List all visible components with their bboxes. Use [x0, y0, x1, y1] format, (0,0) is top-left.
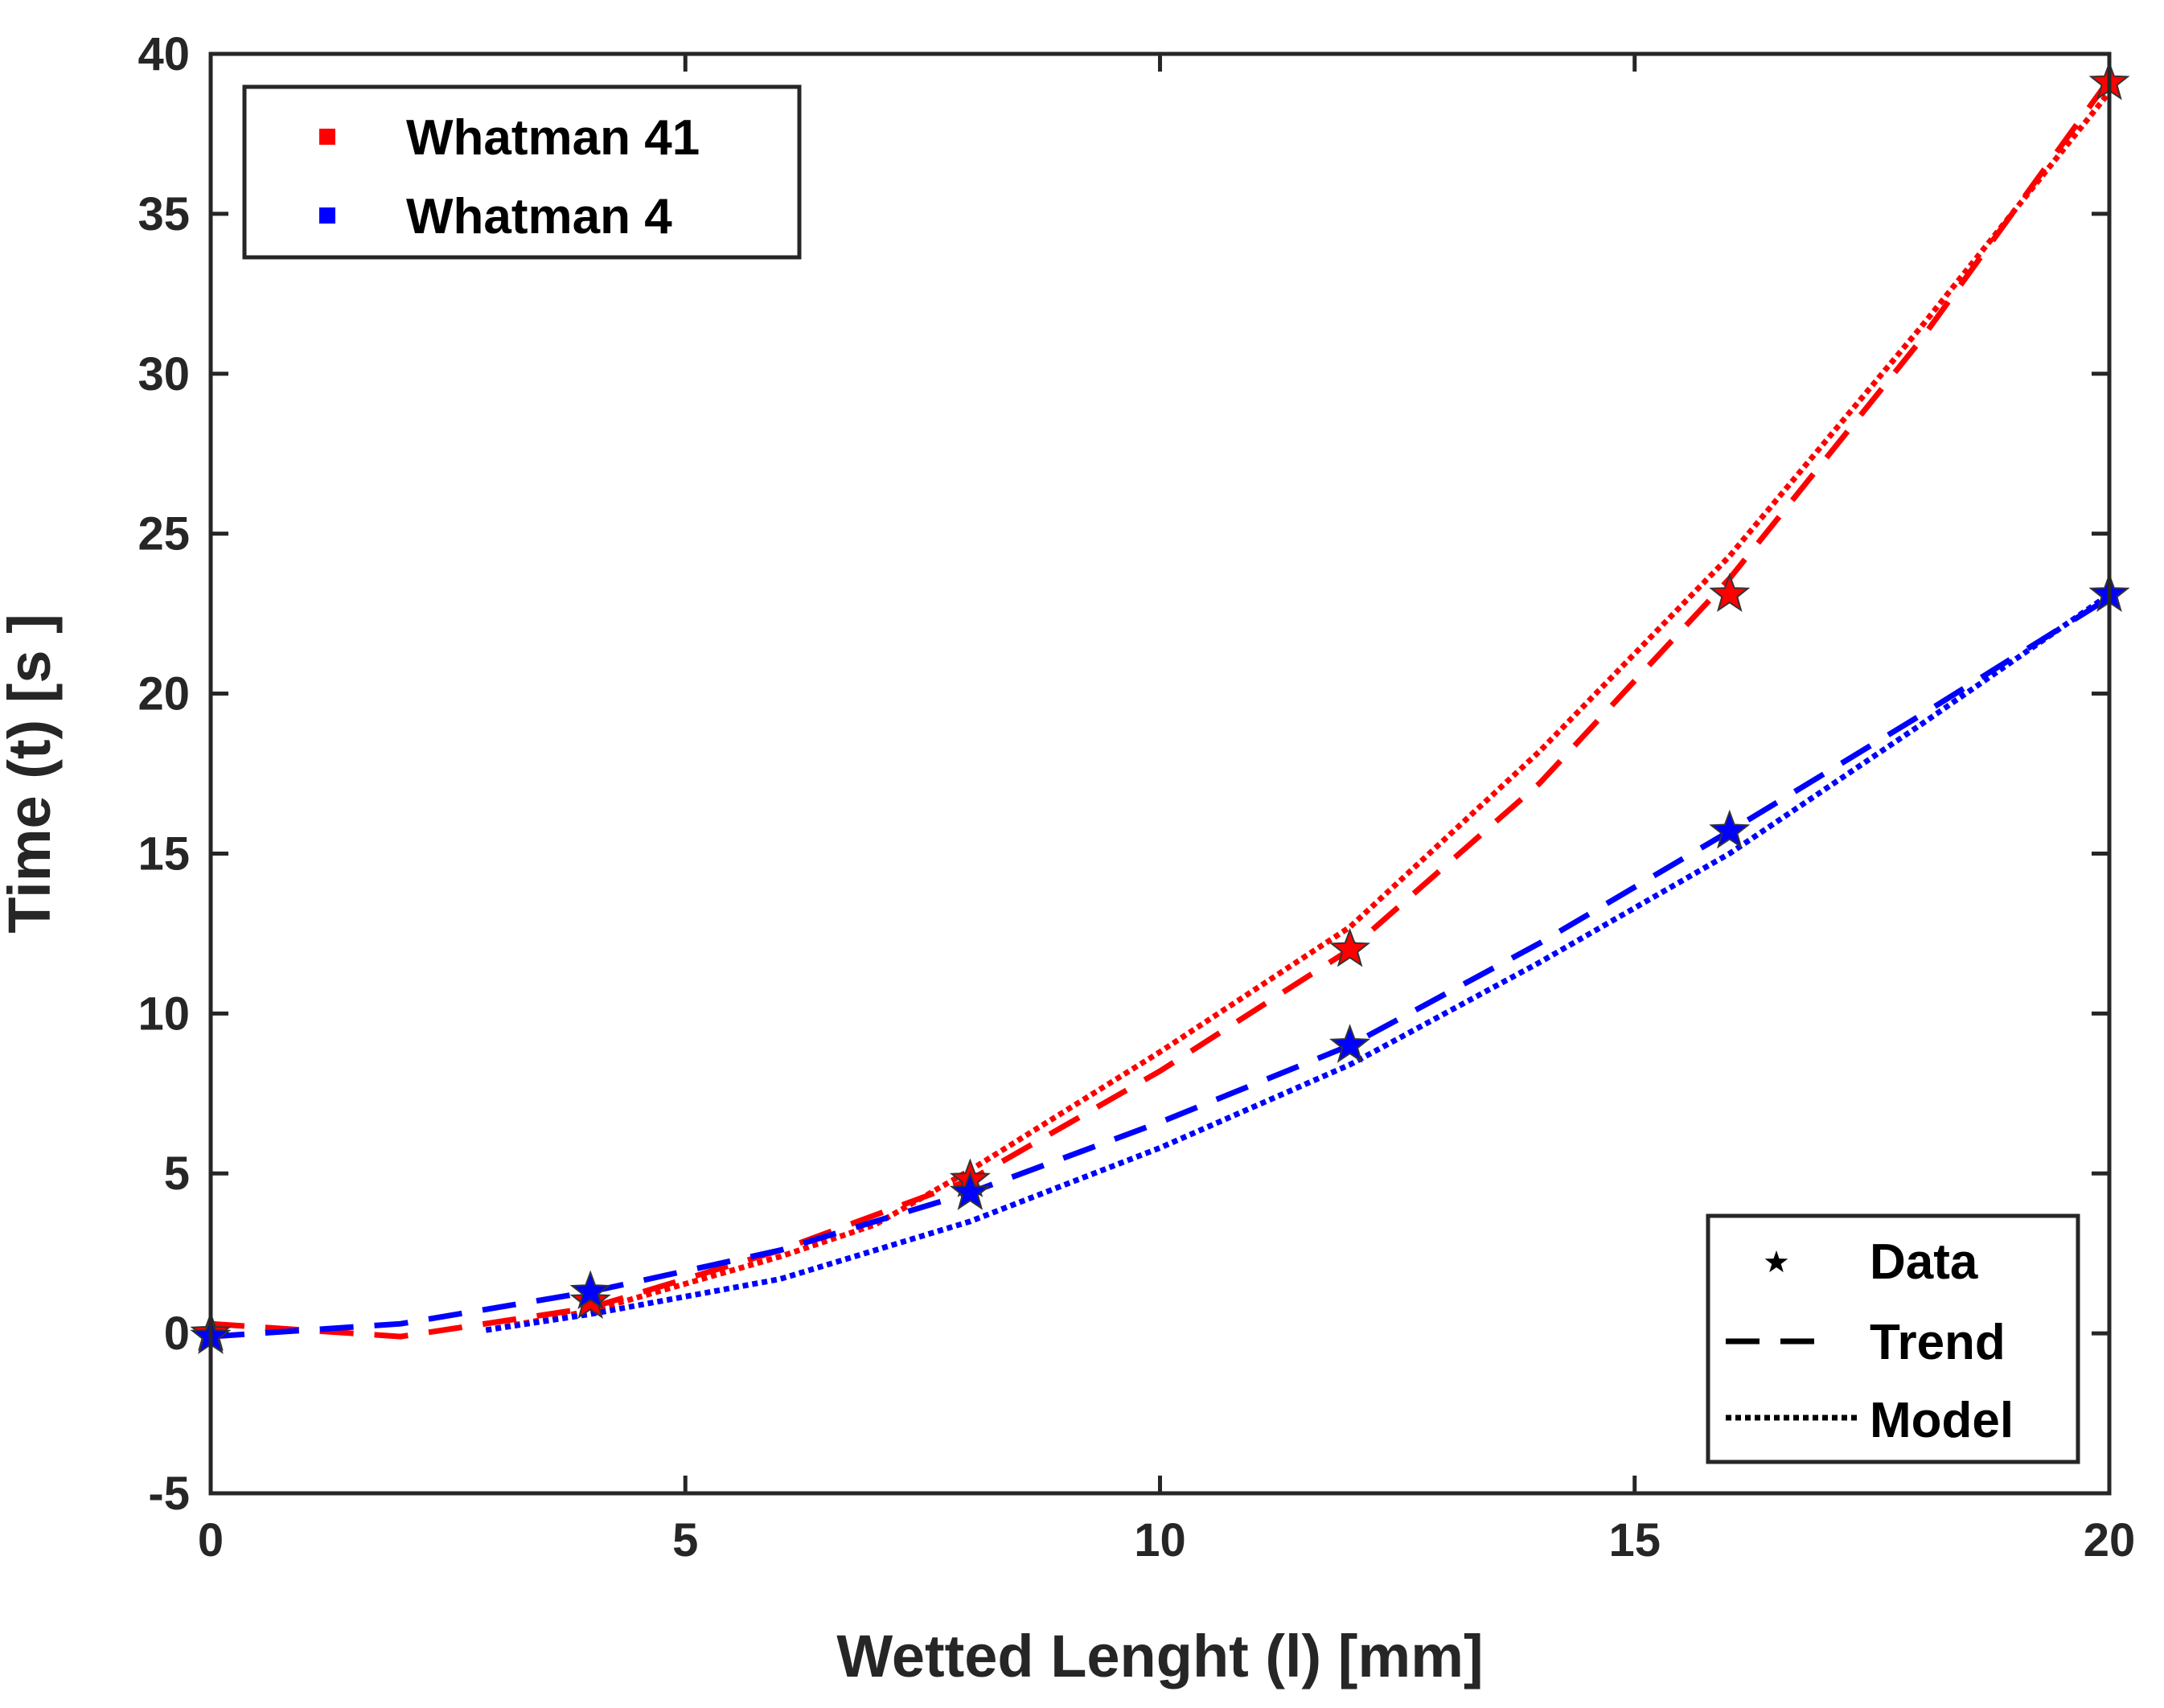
x-tick-label: 20: [2084, 1514, 2136, 1566]
y-tick-label: 25: [138, 508, 190, 560]
legend-label-whatman-4: Whatman 4: [406, 189, 672, 244]
series-legend: Whatman 41 Whatman 4: [242, 84, 802, 260]
y-axis-title: Time (t) [s ]: [0, 614, 63, 933]
legend-label-whatman-41: Whatman 41: [406, 110, 700, 166]
y-tick-label: 0: [164, 1308, 190, 1360]
legend-label-model: Model: [1870, 1393, 2014, 1448]
whatman-41-model-line: [485, 90, 2112, 1333]
whatman-4-swatch: [319, 207, 335, 224]
x-axis-title: Wetted Lenght (l) [mm]: [836, 1623, 1483, 1690]
whatman-41-trend-line: [210, 77, 2112, 1340]
whatman-4-data-point: [949, 1171, 991, 1210]
whatman-41-data-point: [1329, 927, 1371, 967]
y-tick-label: 15: [138, 827, 190, 880]
whatman-4-data-point: [1709, 809, 1751, 849]
legend-label-data: Data: [1870, 1234, 1978, 1290]
whatman-4-data-point: [1329, 1024, 1371, 1063]
style-legend-box: [1706, 1213, 2080, 1464]
plot-frame: [208, 51, 2112, 1496]
y-tick-label: 20: [138, 668, 190, 721]
series-legend-box: [242, 84, 802, 260]
style-legend: Data Trend Model: [1706, 1213, 2080, 1464]
y-tick-label: 30: [138, 348, 190, 400]
whatman-41-swatch: [319, 129, 335, 145]
y-tick-label: 35: [138, 188, 190, 240]
y-tick-label: 10: [138, 987, 190, 1040]
whatman-4-data-point: [569, 1270, 611, 1310]
x-tick-label: 0: [198, 1514, 224, 1566]
legend-label-trend: Trend: [1870, 1315, 2006, 1370]
y-tick-label: -5: [148, 1468, 190, 1520]
whatman-4-model-line: [485, 592, 2111, 1333]
x-tick-label: 10: [1134, 1514, 1186, 1566]
data-marker-star-icon: [1764, 1250, 1788, 1273]
x-tick-label: 15: [1608, 1514, 1661, 1566]
whatman-41-data-point: [1709, 573, 1751, 613]
x-tick-label: 5: [672, 1514, 698, 1566]
y-tick-label: 40: [138, 28, 190, 80]
y-tick-label: 5: [164, 1148, 190, 1200]
